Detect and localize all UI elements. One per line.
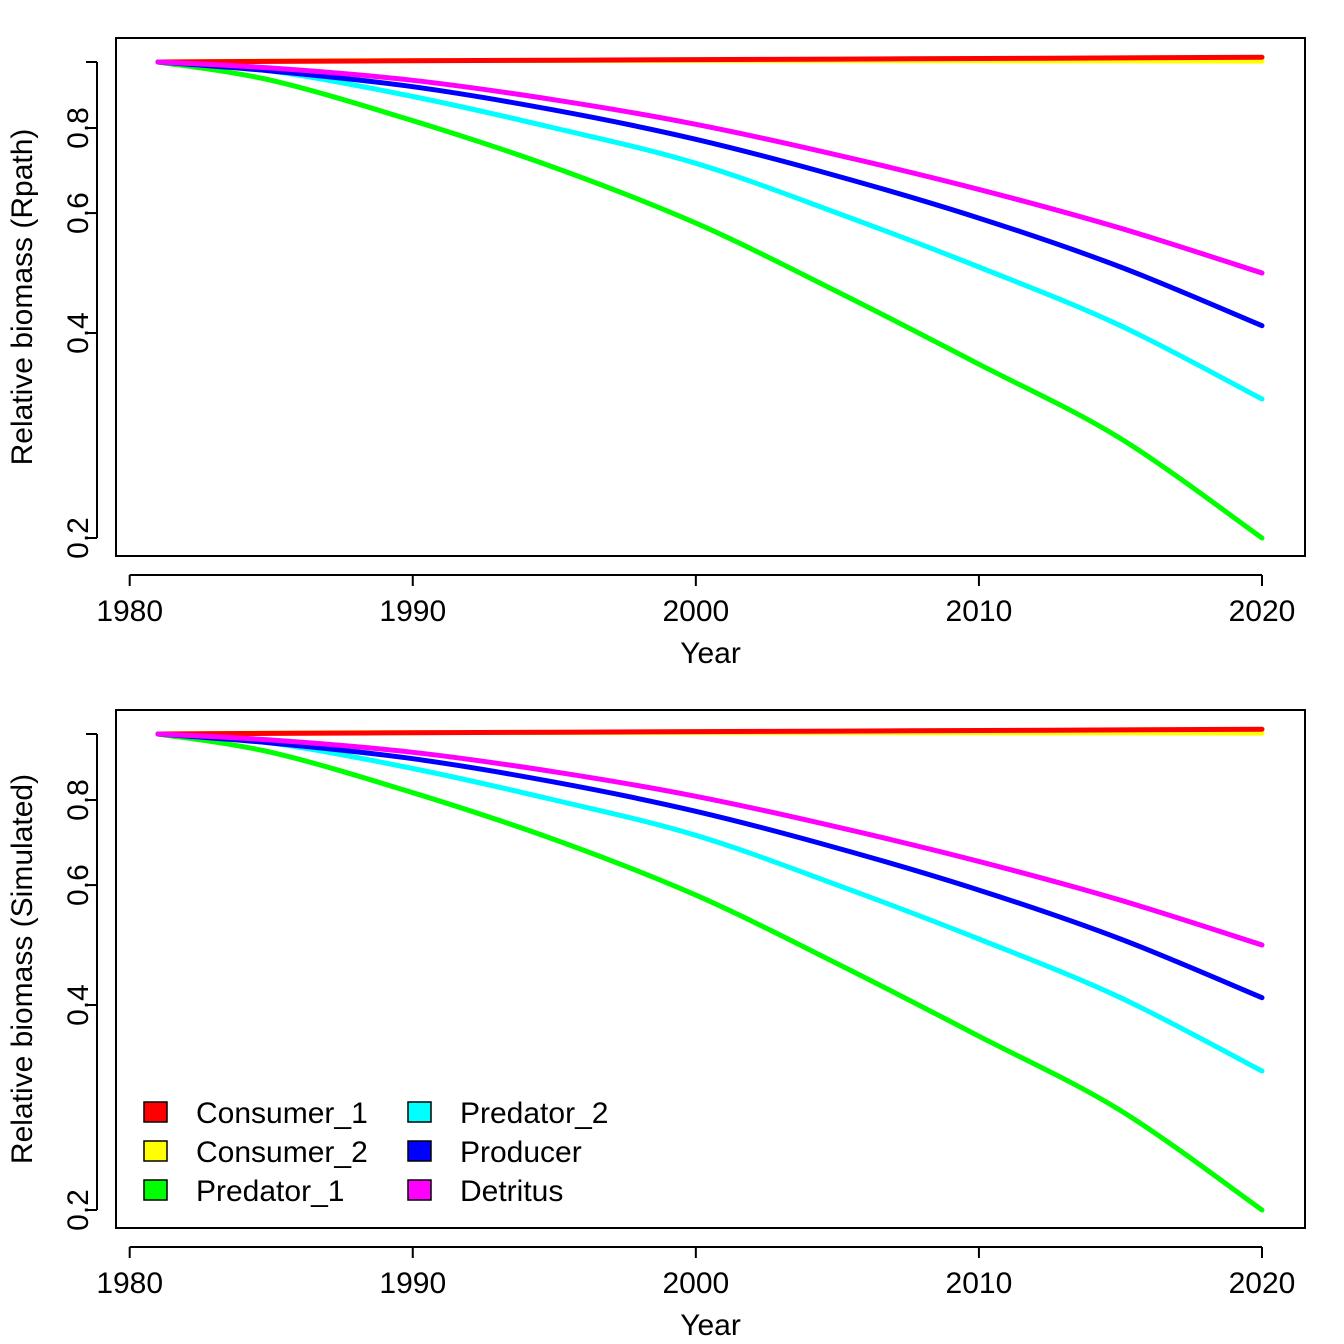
- y-tick-label: 0.6: [62, 864, 95, 906]
- top-panel: 1980 1990 2000 2010 2020 Year 0.2 0.4 0.6 0.8 Rela…: [6, 37, 1306, 670]
- x-tick-label: 1980: [96, 1267, 163, 1300]
- x-tick-label: 1990: [379, 1267, 446, 1300]
- series-line-producer: [155, 731, 1265, 1001]
- series-line-predator-2: [155, 731, 1265, 1074]
- x-axis-label: Year: [680, 1309, 741, 1342]
- y-tick-label: 0.2: [62, 517, 95, 559]
- series-line-consumer-1: [155, 726, 1265, 737]
- x-tick-label: 2000: [662, 595, 729, 628]
- series-line-series-4: [155, 59, 1265, 329]
- x-tick-label: 2010: [946, 595, 1013, 628]
- legend-label: Detritus: [460, 1175, 563, 1208]
- series-line-series-2: [155, 59, 1265, 541]
- legend-swatch: [407, 1179, 432, 1201]
- x-tick-label: 2010: [946, 1267, 1013, 1300]
- legend-label: Consumer_1: [196, 1097, 368, 1130]
- legend-swatch: [143, 1140, 168, 1162]
- plot-frame: [115, 709, 1306, 1229]
- x-axis-label: Year: [680, 637, 741, 670]
- legend-swatch: [407, 1101, 432, 1123]
- y-tick-label: 0.8: [62, 779, 95, 821]
- legend-label: Predator_1: [196, 1175, 344, 1208]
- x-tick-label: 2020: [1229, 595, 1296, 628]
- y-tick-label: 0.4: [62, 984, 95, 1026]
- y-axis-label: Relative biomass (Rpath): [6, 129, 39, 466]
- y-axis-label: Relative biomass (Simulated): [6, 774, 39, 1164]
- series-line-predator-1: [155, 731, 1265, 1213]
- y-tick-label: 0.6: [62, 192, 95, 234]
- series-line-series-3: [155, 59, 1265, 402]
- bottom-panel: 1980 1990 2000 2010 2020 Year 0.2 0.4 0.6 0.8 Rela…: [6, 709, 1306, 1342]
- legend-swatch: [143, 1179, 168, 1201]
- plot-frame: [115, 37, 1306, 557]
- legend-label: Producer: [460, 1136, 582, 1169]
- series-line-series-5: [155, 59, 1265, 276]
- legend-swatch: [407, 1140, 432, 1162]
- x-tick-label: 2020: [1229, 1267, 1296, 1300]
- series-line-series-0: [155, 54, 1265, 65]
- legend-swatch: [143, 1101, 168, 1123]
- y-tick-label: 0.4: [62, 312, 95, 354]
- legend-label: Consumer_2: [196, 1136, 368, 1169]
- x-tick-label: 1980: [96, 595, 163, 628]
- x-tick-label: 1990: [379, 595, 446, 628]
- legend-label: Predator_2: [460, 1097, 608, 1130]
- x-tick-label: 2000: [662, 1267, 729, 1300]
- y-tick-label: 0.8: [62, 107, 95, 149]
- series-line-detritus: [155, 731, 1265, 948]
- y-tick-label: 0.2: [62, 1189, 95, 1231]
